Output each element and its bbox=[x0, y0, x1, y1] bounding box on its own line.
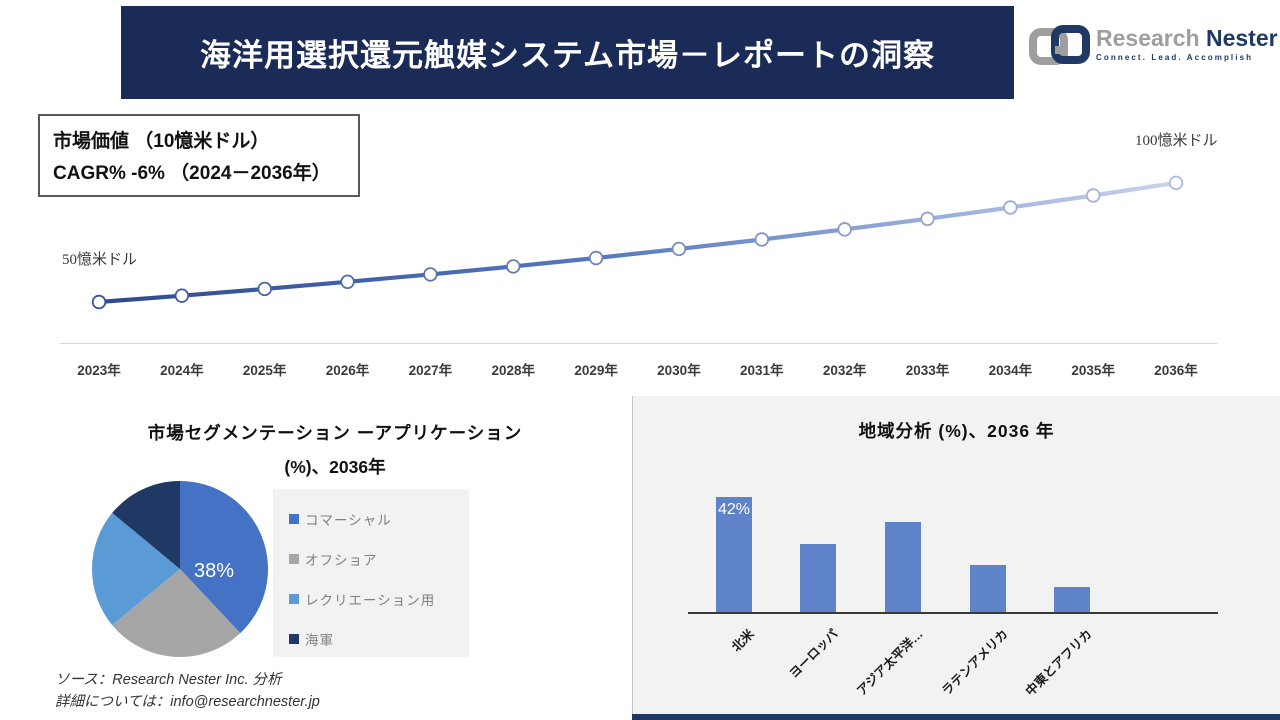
bar-chart-baseline bbox=[688, 612, 1218, 614]
legend-item: コマーシャル bbox=[289, 499, 469, 539]
data-point-marker bbox=[754, 232, 770, 247]
bar bbox=[970, 565, 1006, 612]
brand-name-nester: Nester bbox=[1205, 25, 1278, 51]
cagr-line: CAGR% -6% （2024－2036年） bbox=[53, 162, 331, 184]
pie-slice bbox=[112, 481, 180, 569]
legend-swatch-icon bbox=[289, 594, 299, 604]
market-value-line: 市場価値 （10憶米ドル） bbox=[53, 131, 270, 153]
pie-slice bbox=[112, 569, 241, 658]
x-axis-label: 2031年 bbox=[740, 363, 784, 378]
x-axis-label: 2027年 bbox=[408, 363, 453, 378]
bar-chart-title: 地域分析 (%)、2036 年 bbox=[858, 421, 1055, 441]
data-point-marker bbox=[340, 274, 355, 289]
line-chart-axis bbox=[60, 343, 1218, 344]
data-point-marker bbox=[506, 259, 521, 274]
legend-item: オフショア bbox=[289, 539, 469, 579]
x-axis-label: 2023年 bbox=[77, 363, 121, 378]
source-line: ソース：Research Nester Inc. 分析 bbox=[55, 672, 282, 688]
line-series bbox=[96, 180, 1179, 305]
legend-label: 海軍 bbox=[305, 633, 334, 648]
pie-slice bbox=[91, 512, 180, 626]
bar bbox=[885, 522, 921, 612]
legend-label: レクリエーション用 bbox=[305, 593, 436, 608]
legend-swatch-icon bbox=[289, 554, 299, 564]
x-axis-label: 2032年 bbox=[822, 363, 867, 378]
page-title: 海洋用選択還元触媒システム市場－レポートの洞察 bbox=[199, 38, 936, 73]
x-axis-label: 2024年 bbox=[160, 363, 204, 378]
legend-item: 海軍 bbox=[289, 619, 469, 659]
x-axis-label: 2026年 bbox=[325, 363, 370, 378]
brand-text: Research Nester Connect. Lead. Accomplis… bbox=[1096, 20, 1278, 62]
data-point-marker bbox=[671, 241, 687, 257]
data-point-marker bbox=[920, 211, 935, 227]
x-axis-label: 2034年 bbox=[988, 363, 1033, 378]
header-banner: 海洋用選択還元触媒システム市場－レポートの洞察 bbox=[121, 6, 1014, 99]
bar-value-label: 42% bbox=[717, 501, 751, 518]
data-point-marker bbox=[837, 222, 852, 237]
pie-slice bbox=[180, 481, 269, 634]
footer-accent-bar bbox=[632, 714, 1280, 720]
line-end-value-label: 100憶米ドル bbox=[1135, 133, 1218, 149]
brand-logo: Research Nester Connect. Lead. Accomplis… bbox=[1028, 20, 1278, 80]
legend-label: オフショア bbox=[305, 553, 378, 568]
pie-slice-label: 38% bbox=[193, 560, 235, 582]
x-axis-label: 2033年 bbox=[905, 363, 950, 378]
source-note: ソース：Research Nester Inc. 分析 詳細については：info… bbox=[55, 669, 320, 713]
data-point-marker bbox=[91, 294, 107, 310]
legend-label: コマーシャル bbox=[305, 513, 392, 528]
x-axis-label: 2036年 bbox=[1154, 363, 1198, 378]
brand-tagline: Connect. Lead. Accomplish bbox=[1096, 53, 1254, 62]
x-axis-label: 2025年 bbox=[242, 363, 287, 378]
pie-legend: コマーシャル オフショアレクリエーション用 海軍 bbox=[273, 489, 469, 657]
data-point-marker bbox=[1168, 175, 1184, 191]
pie-chart-title: 市場セグメンテーション ーアプリケーション (%)、2036年 bbox=[147, 423, 523, 477]
data-point-marker bbox=[423, 267, 438, 282]
market-value-box: 市場価値 （10憶米ドル） CAGR% -6% （2024－2036年） bbox=[38, 114, 360, 197]
x-axis-label: 2029年 bbox=[574, 363, 618, 378]
data-point-marker bbox=[257, 281, 272, 297]
regional-analysis-panel: 地域分析 (%)、2036 年 北米 ヨーロッパ アジア太平洋… ラテンアメリカ 中東と… bbox=[632, 396, 1280, 720]
chain-links-icon bbox=[1029, 25, 1090, 65]
x-axis-label: 2035年 bbox=[1071, 363, 1115, 378]
data-point-marker bbox=[174, 288, 190, 303]
segmentation-pie-chart bbox=[91, 481, 269, 658]
data-point-marker bbox=[1003, 200, 1018, 215]
data-point-marker bbox=[588, 250, 604, 266]
x-axis-label: 2030年 bbox=[657, 363, 701, 378]
bar bbox=[716, 497, 752, 612]
contact-line: 詳細については：info@researchnester.jp bbox=[55, 694, 320, 710]
line-start-value-label: 50憶米ドル bbox=[62, 252, 138, 268]
data-point-marker bbox=[1085, 188, 1101, 203]
legend-item: レクリエーション用 bbox=[289, 579, 469, 619]
bar-category-label: 北米 bbox=[729, 626, 757, 655]
bar bbox=[800, 544, 836, 612]
bar bbox=[1054, 587, 1090, 612]
legend-swatch-icon bbox=[289, 634, 299, 644]
legend-swatch-icon bbox=[289, 514, 299, 524]
x-axis-label: 2028年 bbox=[491, 363, 536, 378]
brand-name-research: Research bbox=[1096, 25, 1200, 51]
